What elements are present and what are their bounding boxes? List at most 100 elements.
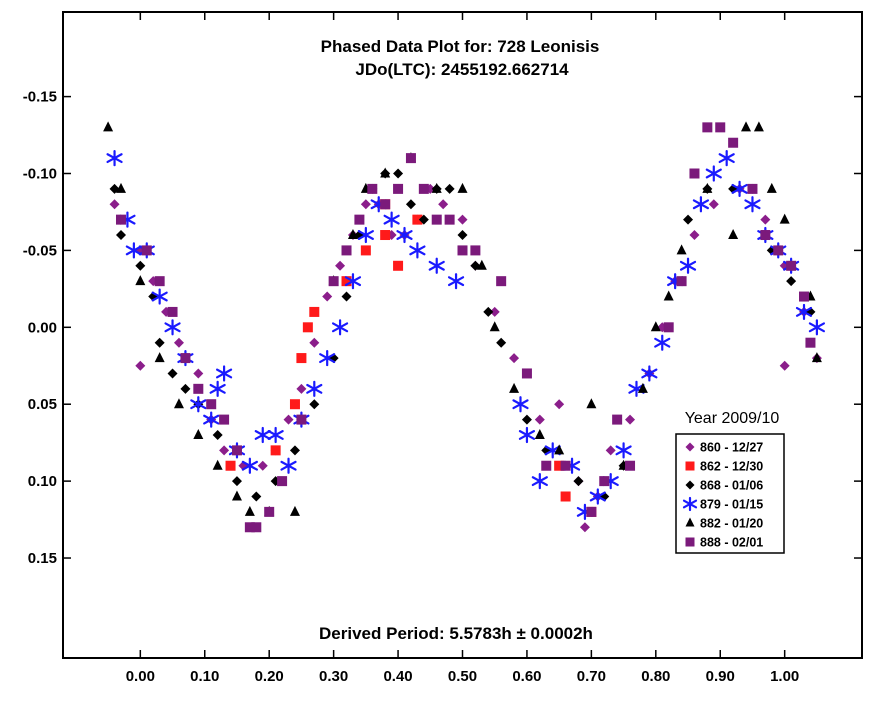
- series-6-point: [799, 291, 810, 302]
- series-4-point: [254, 426, 271, 444]
- series-2-point: [289, 399, 300, 410]
- series-6-point: [805, 337, 816, 348]
- series-4-point: [190, 396, 207, 413]
- series-4-point: [512, 396, 529, 413]
- series-4-point: [744, 196, 761, 213]
- legend-label: 862 - 12/30: [700, 460, 763, 474]
- legend-box: [675, 433, 785, 554]
- series-4-point: [215, 365, 233, 382]
- series-2-point: [296, 353, 307, 364]
- series-5-point: [231, 490, 242, 501]
- legend-marker: [685, 480, 695, 490]
- series-4-point: [280, 457, 297, 474]
- series-1-point: [360, 199, 371, 210]
- series-3-point: [167, 368, 178, 379]
- series-5-point: [811, 352, 822, 363]
- series-5-point: [135, 275, 146, 286]
- series-6-point: [786, 260, 797, 271]
- series-5-point: [457, 182, 468, 193]
- series-4-point: [306, 380, 323, 397]
- series-1-point: [135, 360, 146, 371]
- series-4-point: [518, 426, 536, 444]
- series-6-point: [264, 506, 275, 517]
- series-6-point: [193, 383, 204, 394]
- series-5-point: [103, 121, 114, 132]
- series-5-point: [244, 505, 255, 516]
- series-5-point: [753, 121, 764, 132]
- series-4-point: [241, 457, 258, 474]
- series-4-point: [344, 273, 362, 290]
- series-5-point: [728, 229, 739, 240]
- series-1-point: [760, 214, 771, 225]
- series-5-point: [554, 444, 565, 455]
- series-6-point: [457, 245, 468, 256]
- series-4-point: [447, 273, 465, 290]
- series-3-point: [483, 306, 494, 317]
- y-tick-label: 0.00: [28, 319, 57, 336]
- series-5-point: [173, 398, 184, 409]
- series-6-point: [521, 368, 532, 379]
- plot-frame: [62, 11, 863, 659]
- series-6-point: [277, 476, 288, 487]
- series-3-point: [444, 183, 455, 194]
- series-3-point: [521, 414, 532, 425]
- series-4-point: [331, 319, 349, 336]
- series-4-point: [808, 319, 825, 336]
- series-5-point: [431, 182, 442, 193]
- series-6-point: [663, 322, 674, 333]
- series-6-point: [393, 183, 404, 194]
- y-tick-label: -0.10: [23, 166, 57, 183]
- series-4-point: [383, 211, 400, 228]
- series-3-point: [135, 260, 146, 271]
- legend: 860 - 12/27 862 - 12/30 868 - 01/06 879 - 0…: [675, 433, 785, 554]
- series-5-point: [489, 321, 500, 332]
- series-6-point: [760, 230, 771, 241]
- axes: 0.00 0.10 0.20 0.30 0.40 0.50 0.60 0.70 0.80 0.90…: [23, 12, 862, 685]
- x-tick-label: 0.50: [448, 668, 477, 685]
- series-4-point: [679, 257, 697, 274]
- chart-subtitle: JDo(LTC): 2455192.662714: [355, 60, 569, 79]
- series-6-point: [444, 214, 455, 225]
- series-4-point: [641, 365, 658, 382]
- series-6-point: [115, 214, 126, 225]
- series-6-point: [702, 122, 713, 133]
- series-1-point: [779, 360, 790, 371]
- series-1-point: [109, 199, 120, 210]
- series-5-point: [289, 505, 300, 516]
- series-3-point: [180, 383, 191, 394]
- series-1-point: [708, 199, 719, 210]
- x-tick-label: 0.40: [383, 668, 412, 685]
- series-6-point: [586, 506, 597, 517]
- y-tick-label: 0.05: [28, 396, 57, 413]
- series-4-point: [396, 226, 413, 244]
- series-3-point: [457, 230, 468, 241]
- series-5-point: [676, 244, 687, 255]
- series-4-point: [428, 257, 445, 274]
- series-5-point: [347, 229, 358, 240]
- series-4-point: [267, 426, 284, 444]
- series-6-point: [625, 460, 636, 471]
- series-5-point: [637, 382, 648, 393]
- series-5-point: [115, 182, 126, 193]
- series-3-point: [683, 214, 694, 225]
- series-1-point: [173, 337, 184, 348]
- series-5-point: [741, 121, 752, 132]
- series-6-point: [560, 460, 571, 471]
- series-3-point: [289, 445, 300, 456]
- series-6-point: [541, 460, 552, 471]
- series-6-point: [612, 414, 623, 425]
- series-3-point: [418, 214, 429, 225]
- series-1-point: [625, 414, 636, 425]
- series-2-point: [360, 245, 371, 256]
- series-2-point: [554, 460, 565, 471]
- x-tick-label: 0.30: [319, 668, 348, 685]
- x-tick-label: 0.60: [512, 668, 541, 685]
- series-1-point: [219, 445, 230, 456]
- series-3-point: [573, 476, 584, 487]
- series-1-point: [579, 522, 590, 533]
- series-4-point: [164, 319, 181, 336]
- series-5-point: [476, 259, 487, 270]
- y-tick-label: -0.15: [23, 89, 57, 106]
- series-1-point: [257, 460, 268, 471]
- series-3-point: [251, 491, 262, 502]
